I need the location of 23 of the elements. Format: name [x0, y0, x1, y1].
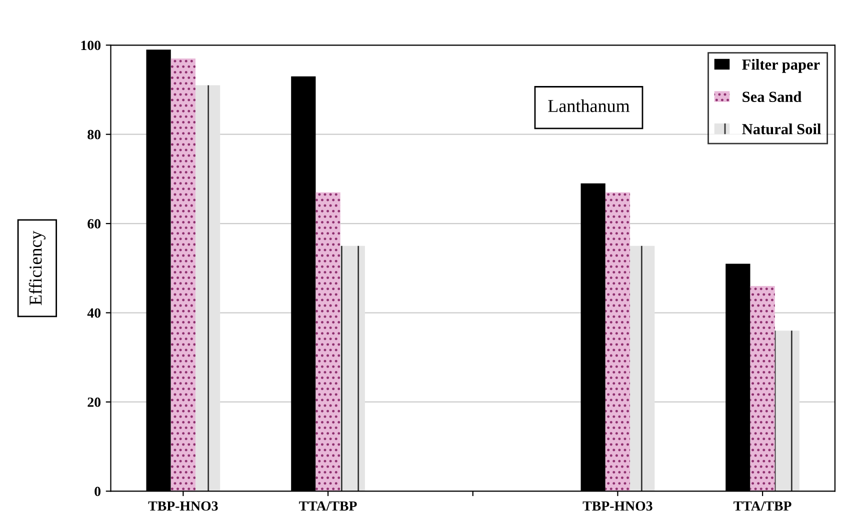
y-tick-label: 40	[87, 308, 101, 318]
y-tick-label: 100	[81, 40, 101, 50]
legend-label: Natural Soil	[742, 124, 821, 134]
y-tick-label: 0	[94, 486, 101, 496]
y-tick-label: 60	[88, 219, 101, 229]
legend-label: Filter paper	[742, 58, 820, 73]
legend-label: Sea Sand	[742, 91, 802, 102]
y-tick-label: 20	[88, 398, 101, 407]
bar	[630, 246, 655, 492]
x-tick-label: TBP-HNO3	[148, 501, 218, 511]
bar	[774, 330, 800, 492]
bar	[340, 246, 365, 492]
x-tick-label: TTA/TBP	[734, 501, 792, 511]
bar	[195, 85, 220, 492]
bar	[750, 286, 775, 492]
x-tick-label: TBP-HNO3	[582, 501, 652, 511]
bar	[170, 58, 196, 492]
annotation: Lanthanum	[548, 99, 630, 112]
bar	[316, 192, 340, 492]
y-axis-title: Efficiency	[28, 230, 46, 306]
bar	[605, 192, 630, 492]
x-tick-label: TTA/TBP	[299, 501, 357, 511]
y-tick-label: 80	[88, 130, 101, 140]
